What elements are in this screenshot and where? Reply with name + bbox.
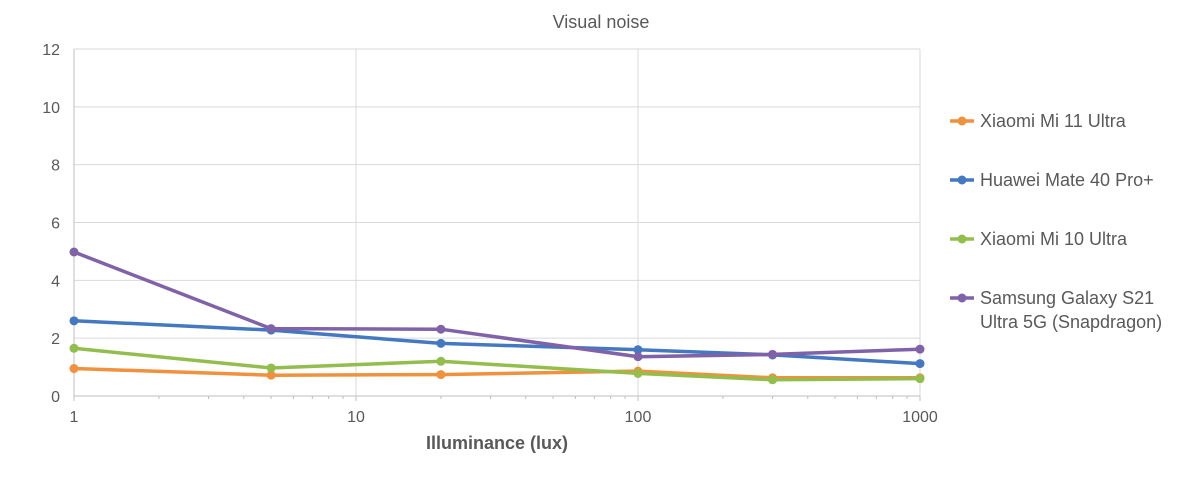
series-2	[69, 316, 925, 369]
data-point	[633, 368, 643, 378]
y-tick-label: 8	[51, 158, 60, 175]
data-point	[266, 324, 276, 334]
series-group	[69, 247, 925, 385]
axes: 0 2 4 6 8 10 12 1 10 100 1000	[42, 42, 938, 426]
data-point	[915, 344, 925, 354]
series-line	[72, 366, 922, 380]
data-point	[768, 375, 778, 385]
chart-title: Visual noise	[553, 12, 650, 32]
y-tick-label: 6	[51, 216, 60, 233]
legend-label: Huawei Mate 40 Pro+	[980, 170, 1154, 190]
x-tick-label: 10	[347, 409, 365, 426]
x-tick-label: 1	[70, 409, 79, 426]
y-tick-label: 2	[51, 331, 60, 348]
data-point	[436, 356, 446, 366]
x-tick-label: 1000	[902, 409, 938, 426]
data-point	[69, 247, 79, 257]
legend-swatch-marker	[957, 116, 967, 126]
data-point	[436, 338, 446, 348]
data-point	[266, 363, 276, 373]
data-point	[633, 352, 643, 362]
y-tick-label: 10	[42, 100, 60, 117]
legend-swatch-marker	[957, 293, 967, 303]
legend-item: Xiaomi Mi 11 Ultra	[950, 111, 1127, 131]
data-point	[436, 370, 446, 380]
legend-swatch-marker	[957, 234, 967, 244]
legend-label: Xiaomi Mi 10 Ultra	[980, 229, 1128, 249]
data-point	[915, 374, 925, 384]
legend: Xiaomi Mi 11 Ultra Huawei Mate 40 Pro+ Xia…	[950, 111, 1162, 332]
data-point	[69, 343, 79, 353]
legend-label: Ultra 5G (Snapdragon)	[980, 312, 1162, 332]
legend-swatch-marker	[957, 175, 967, 185]
series-4	[69, 247, 925, 362]
legend-label: Xiaomi Mi 11 Ultra	[980, 111, 1127, 131]
series-line	[72, 319, 922, 366]
y-tick-label: 12	[42, 42, 60, 59]
legend-item: Huawei Mate 40 Pro+	[950, 170, 1154, 190]
y-tick-label: 4	[51, 273, 60, 290]
gridlines	[74, 48, 921, 396]
series-3	[69, 343, 925, 385]
legend-item: Xiaomi Mi 10 Ultra	[950, 229, 1128, 249]
data-point	[915, 359, 925, 369]
data-point	[768, 349, 778, 359]
legend-label: Samsung Galaxy S21	[980, 288, 1154, 308]
legend-item: Samsung Galaxy S21 Ultra 5G (Snapdragon)	[950, 288, 1162, 332]
data-point	[69, 316, 79, 326]
data-point	[266, 370, 276, 380]
x-axis-label: Illuminance (lux)	[426, 433, 568, 453]
series-line	[72, 250, 922, 359]
x-tick-label: 100	[625, 409, 652, 426]
series-line	[72, 346, 922, 382]
data-point	[436, 324, 446, 334]
data-point	[633, 345, 643, 355]
data-point	[69, 364, 79, 374]
y-tick-label: 0	[51, 389, 60, 406]
